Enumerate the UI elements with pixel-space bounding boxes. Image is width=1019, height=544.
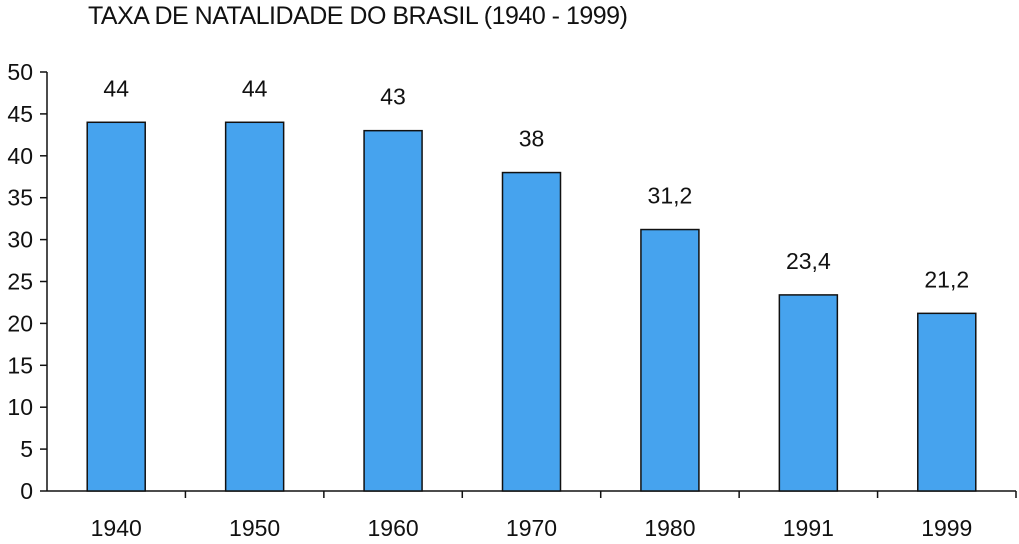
bar-1970 <box>501 171 562 492</box>
y-tick-label: 50 <box>7 59 33 85</box>
x-tick-label: 1970 <box>506 515 557 541</box>
y-tick-label: 35 <box>7 185 33 211</box>
data-label: 44 <box>103 75 129 101</box>
x-tick-label: 1999 <box>921 515 972 541</box>
y-tick-label: 30 <box>7 227 33 253</box>
bar-1950 <box>224 121 285 492</box>
data-label: 23,4 <box>786 248 831 274</box>
data-label: 43 <box>380 84 406 110</box>
y-tick-label: 0 <box>20 478 33 504</box>
y-axis-ticks: 0 5 10 15 20 25 30 35 40 45 50 <box>7 59 47 504</box>
chart-title: TAXA DE NATALIDADE DO BRASIL (1940 - 199… <box>88 2 628 30</box>
y-tick-label: 25 <box>7 269 33 295</box>
data-label: 21,2 <box>924 266 969 292</box>
data-label: 44 <box>242 75 268 101</box>
bar-1991 <box>778 294 839 492</box>
y-tick-label: 10 <box>7 394 33 420</box>
bars-group <box>86 121 977 492</box>
y-tick-label: 15 <box>7 352 33 378</box>
bar-1980 <box>640 228 700 492</box>
y-tick-label: 5 <box>20 436 33 462</box>
bar-1960 <box>363 129 423 492</box>
y-tick-label: 45 <box>7 101 33 127</box>
x-tick-label: 1940 <box>91 515 142 541</box>
data-label: 38 <box>519 126 545 152</box>
x-tick-label: 1960 <box>367 515 418 541</box>
x-tick-label: 1980 <box>644 515 695 541</box>
data-label: 31,2 <box>648 183 693 209</box>
bar-1940 <box>86 121 146 492</box>
x-tick-label: 1950 <box>229 515 280 541</box>
x-axis-ticks <box>184 491 1017 498</box>
bar-1999 <box>917 312 977 492</box>
x-tick-label: 1991 <box>783 515 834 541</box>
y-tick-label: 40 <box>7 143 33 169</box>
y-tick-label: 20 <box>7 310 33 336</box>
data-labels-group: 44 44 43 38 31,2 23,4 21,2 <box>103 75 969 292</box>
x-tick-labels-group: 1940 1950 1960 1970 1980 1991 1999 <box>91 515 973 541</box>
